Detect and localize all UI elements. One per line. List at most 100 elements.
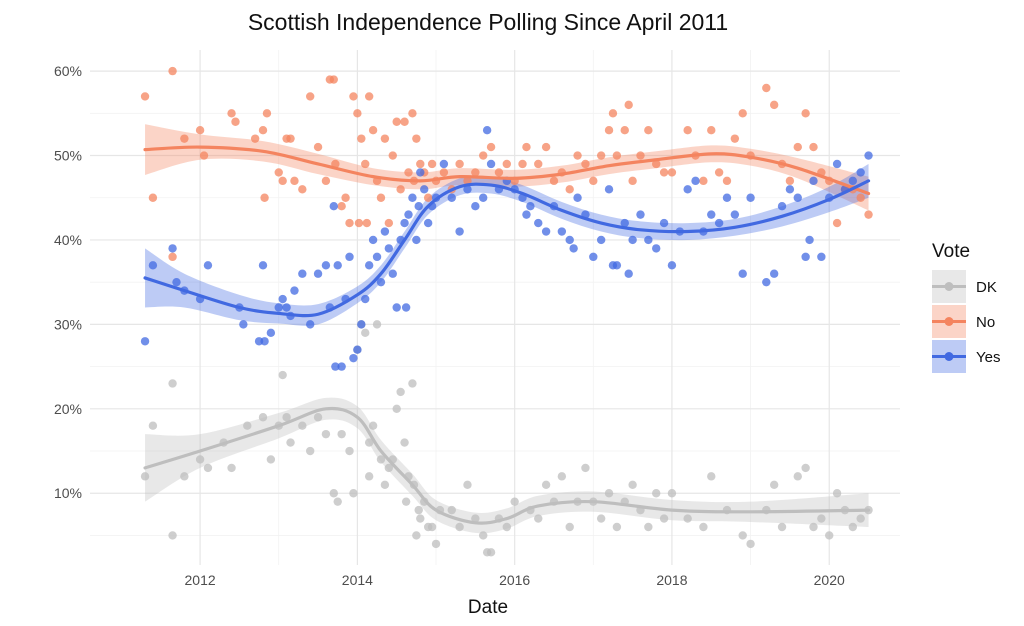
yes-point xyxy=(266,328,276,338)
no-point xyxy=(541,142,551,152)
yes-point xyxy=(479,193,488,202)
dk-point xyxy=(738,531,747,540)
yes-point xyxy=(282,303,291,312)
dk-point xyxy=(286,438,295,447)
no-point xyxy=(180,134,189,143)
dk-point xyxy=(809,522,818,532)
dk-point xyxy=(321,429,331,439)
dk-point xyxy=(502,522,511,532)
no-point xyxy=(612,151,622,160)
yes-point xyxy=(534,218,543,228)
yes-point xyxy=(762,277,771,287)
dk-point xyxy=(195,455,205,464)
no-point xyxy=(644,126,653,135)
no-point xyxy=(404,168,413,177)
yes-point xyxy=(172,277,181,287)
no-point xyxy=(439,168,449,177)
yes-point xyxy=(329,201,338,211)
no-point xyxy=(353,109,362,118)
no-point xyxy=(659,168,669,177)
yes-point xyxy=(439,159,449,169)
yes-point xyxy=(557,227,567,236)
no-point xyxy=(628,176,637,186)
no-point xyxy=(667,168,677,177)
no-point xyxy=(636,151,645,160)
no-point xyxy=(290,176,299,186)
dk-point xyxy=(793,472,802,481)
y-tick-label: 10% xyxy=(54,485,82,501)
yes-point xyxy=(801,252,810,262)
yes-point xyxy=(817,252,826,262)
no-point xyxy=(699,176,708,186)
no-point xyxy=(298,185,307,194)
no-point xyxy=(357,134,366,143)
yes-point xyxy=(148,261,158,270)
dk-point xyxy=(258,413,268,422)
yes-point xyxy=(345,252,354,262)
dk-point xyxy=(364,438,374,447)
yes-point xyxy=(392,303,401,312)
no-point xyxy=(341,193,350,202)
dk-point xyxy=(652,489,661,498)
legend-title: Vote xyxy=(932,241,970,262)
dk-point xyxy=(384,463,394,473)
yes-point xyxy=(573,193,582,202)
dk-point xyxy=(463,480,472,489)
dk-point xyxy=(416,514,425,523)
dk-point xyxy=(345,446,354,456)
no-point xyxy=(738,109,747,118)
no-point xyxy=(231,117,240,126)
yes-point xyxy=(412,235,421,245)
no-point xyxy=(388,151,397,160)
no-point xyxy=(714,168,724,177)
dk-point xyxy=(376,455,386,464)
yes-point xyxy=(463,185,472,194)
yes-point xyxy=(331,362,340,371)
no-point xyxy=(416,159,425,169)
no-point xyxy=(349,92,358,101)
yes-point xyxy=(471,201,480,211)
x-tick-label: 2018 xyxy=(656,572,687,588)
no-point xyxy=(463,176,472,186)
no-point xyxy=(762,83,771,93)
dk-point xyxy=(596,514,606,523)
dk-point xyxy=(427,522,437,532)
dk-point xyxy=(479,531,488,540)
no-point xyxy=(168,66,177,76)
no-point xyxy=(250,134,260,143)
dk-point xyxy=(313,413,323,422)
dk-point xyxy=(408,379,417,388)
no-point xyxy=(608,109,618,118)
yes-point xyxy=(400,218,409,228)
yes-point xyxy=(423,218,433,228)
yes-point xyxy=(357,320,366,329)
yes-point xyxy=(848,176,858,186)
no-point xyxy=(412,134,421,143)
no-point xyxy=(313,142,323,152)
yes-point xyxy=(793,193,802,202)
no-point xyxy=(502,159,511,169)
dk-point xyxy=(364,472,374,481)
dk-point xyxy=(832,489,842,498)
yes-point xyxy=(714,218,724,228)
dk-point xyxy=(203,463,213,473)
yes-point xyxy=(258,261,268,270)
yes-point xyxy=(260,337,269,346)
confidence-bands xyxy=(145,124,869,534)
no-point xyxy=(199,151,209,160)
dk-point xyxy=(699,522,708,532)
legend-label-yes: Yes xyxy=(976,349,1000,366)
dk-point xyxy=(817,514,826,523)
no-point xyxy=(392,117,401,126)
no-point xyxy=(376,193,386,202)
no-point xyxy=(408,109,417,118)
yes-point xyxy=(420,185,429,194)
no-smooth-line xyxy=(143,145,871,196)
yes-point xyxy=(404,210,413,219)
no-point xyxy=(400,117,409,126)
no-point xyxy=(262,109,272,118)
dk-point xyxy=(541,480,551,489)
dk-point xyxy=(534,514,543,523)
dk-point xyxy=(412,531,421,540)
no-point xyxy=(518,159,527,169)
